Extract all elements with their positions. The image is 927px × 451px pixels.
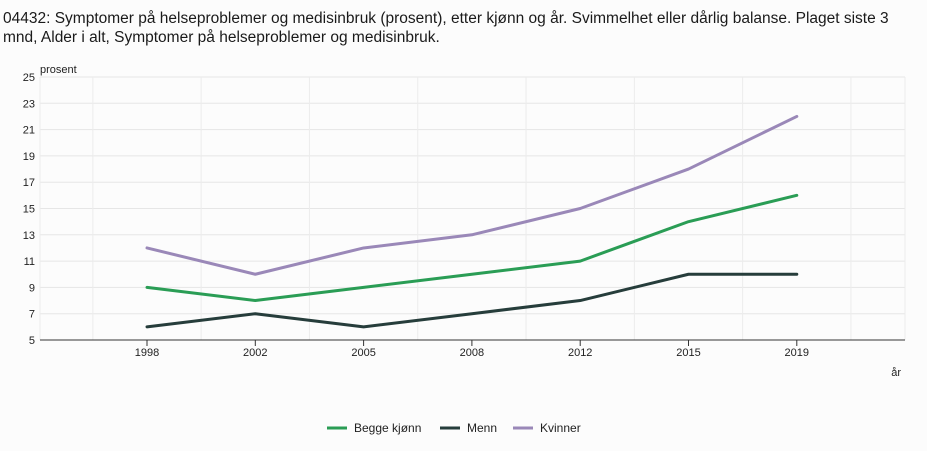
- x-axis-title: år: [891, 367, 901, 379]
- x-tick-label: 2008: [460, 347, 484, 359]
- series-line-menn: [145, 272, 799, 329]
- x-tick-label: 2002: [243, 347, 267, 359]
- chart-title: 04432: Symptomer på helseproblemer og me…: [3, 10, 889, 46]
- legend-label: Begge kjønn: [354, 421, 421, 435]
- y-tick-label: 17: [23, 177, 35, 189]
- series-lines: [145, 114, 799, 329]
- y-tick-label: 21: [23, 125, 35, 137]
- series-line-kvinner: [145, 114, 799, 276]
- x-tick-label: 2012: [568, 347, 592, 359]
- y-axis-title: prosent: [40, 64, 77, 76]
- x-tick-label: 1998: [135, 347, 159, 359]
- y-tick-label: 11: [24, 256, 35, 268]
- legend: Begge kjønn Menn Kvinner: [327, 421, 581, 435]
- legend-label: Kvinner: [540, 421, 581, 435]
- y-tick-label: 25: [23, 72, 35, 84]
- y-tick-label: 9: [29, 282, 35, 294]
- y-tick-label: 5: [29, 335, 35, 347]
- gridlines: [39, 76, 906, 340]
- x-axis-ticks: 1998 2002 2005 2008 2012 2015 2019: [135, 340, 809, 359]
- y-axis-ticks: 5 7 9 11 13 15 17 19 21 23 25: [23, 72, 35, 347]
- y-tick-label: 19: [23, 151, 35, 163]
- y-tick-label: 7: [29, 309, 35, 321]
- y-tick-label: 13: [23, 230, 35, 242]
- x-tick-label: 2019: [785, 347, 809, 359]
- series-line-begge-kjønn: [145, 193, 799, 303]
- y-tick-label: 23: [23, 98, 35, 110]
- y-tick-label: 15: [23, 204, 35, 216]
- x-tick-label: 2015: [676, 347, 700, 359]
- x-tick-label: 2005: [351, 347, 375, 359]
- legend-label: Menn: [467, 421, 497, 435]
